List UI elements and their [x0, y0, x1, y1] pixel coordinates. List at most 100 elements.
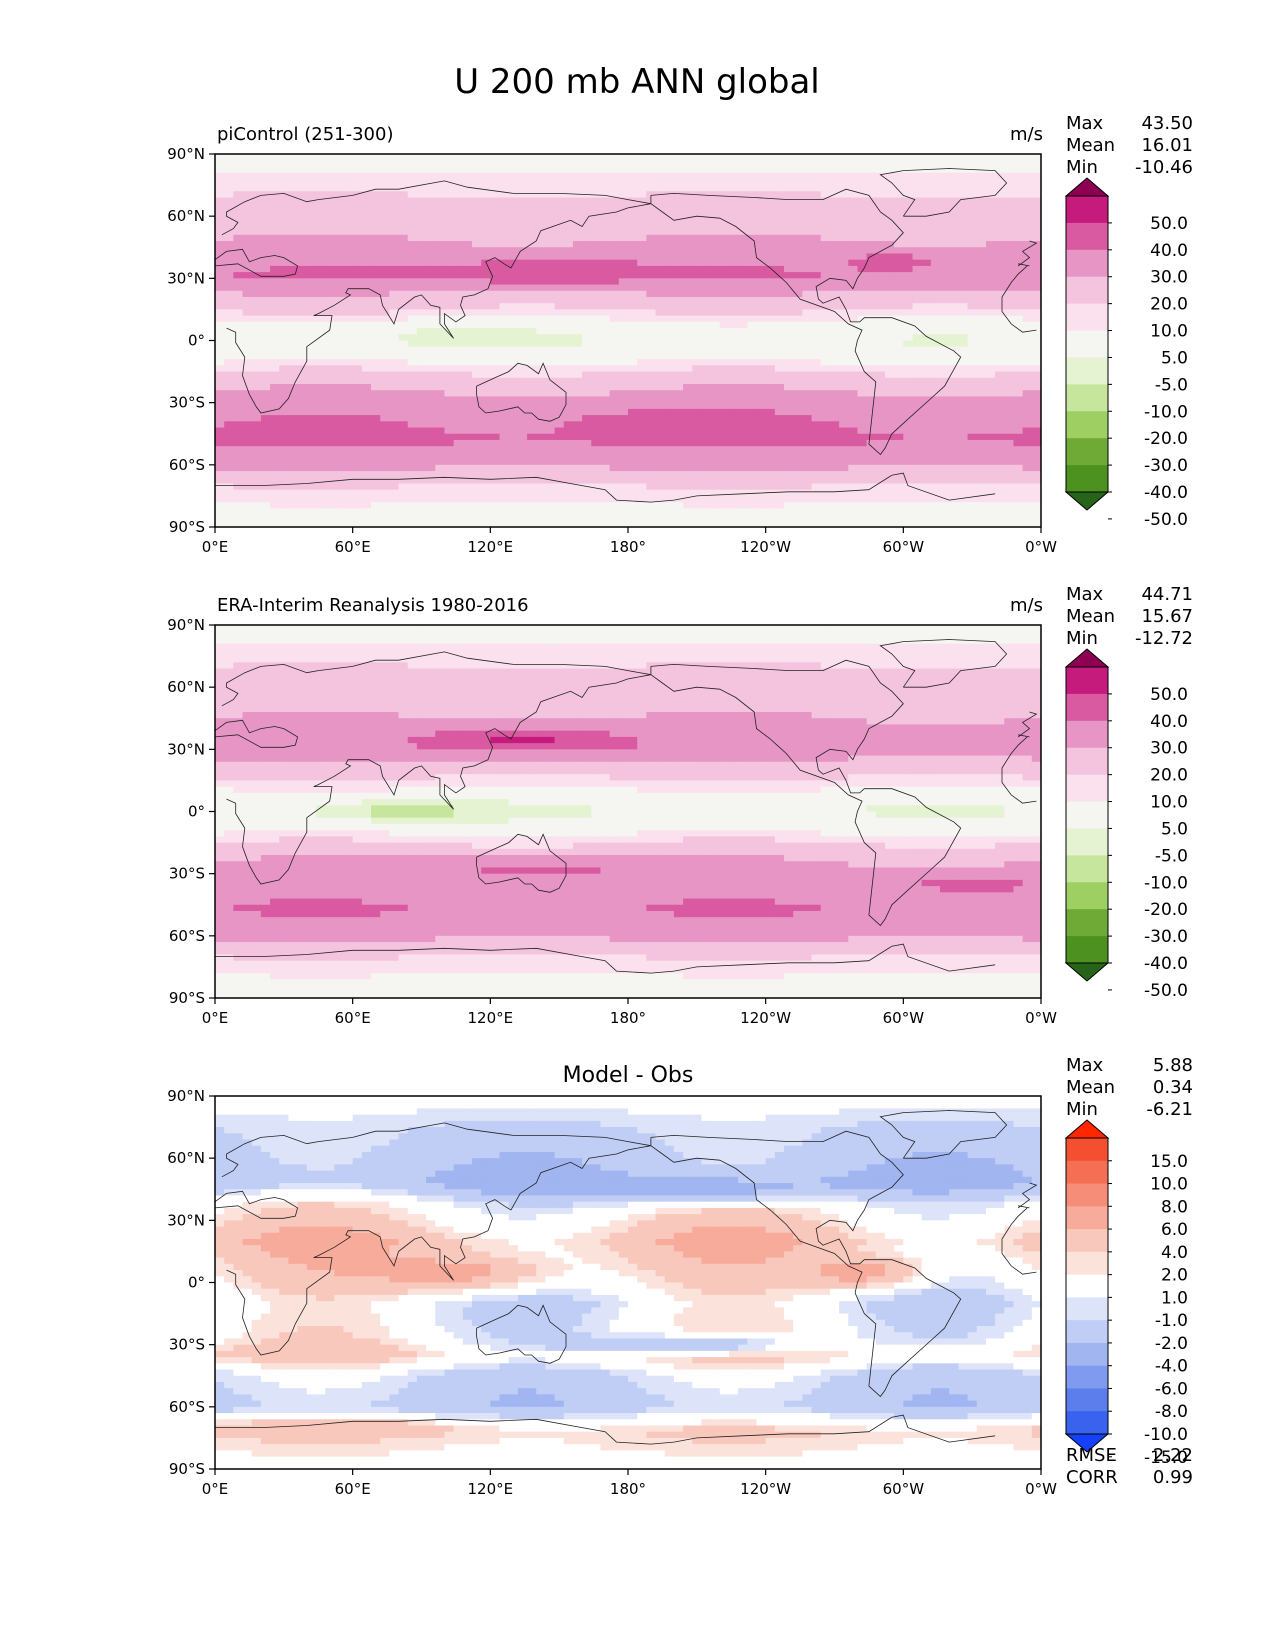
contour-cell	[398, 191, 409, 199]
contour-cell	[481, 160, 491, 168]
contour-cell	[251, 340, 262, 348]
contour-cell	[398, 303, 409, 311]
contour-cell	[820, 390, 831, 398]
contour-cell	[572, 390, 583, 398]
contour-cell	[325, 402, 335, 410]
contour-cell	[215, 377, 225, 385]
contour-cell	[921, 458, 932, 466]
contour-cell	[930, 259, 941, 267]
contour-cell	[398, 328, 409, 335]
contour-cell	[444, 222, 455, 230]
contour-cell	[297, 296, 308, 304]
contour-cell	[600, 197, 611, 205]
contour-cell	[985, 477, 996, 485]
contour-cell	[407, 197, 418, 205]
contour-cell	[637, 241, 647, 248]
contour-cell	[829, 365, 840, 373]
contour-cell	[995, 452, 1005, 460]
contour-cell	[334, 253, 345, 261]
contour-cell	[545, 303, 556, 311]
contour-cell	[784, 483, 794, 491]
contour-cell	[343, 321, 354, 329]
contour-cell	[352, 371, 363, 379]
contour-cell	[536, 346, 546, 354]
contour-cell	[233, 371, 244, 379]
contour-cell	[618, 452, 629, 460]
contour-cell	[793, 209, 803, 217]
contour-cell	[774, 247, 785, 255]
contour-cell	[591, 185, 602, 192]
contour-cell	[820, 340, 831, 348]
contour-cell	[664, 371, 675, 379]
contour-cell	[215, 471, 225, 478]
contour-cell	[719, 359, 730, 366]
contour-cell	[921, 290, 932, 298]
contour-cell	[673, 203, 684, 211]
contour-cell	[903, 253, 914, 261]
contour-cell	[233, 402, 244, 410]
contour-cell	[554, 452, 565, 460]
contour-cell	[1004, 284, 1015, 292]
contour-cell	[288, 303, 299, 311]
contour-cell	[811, 402, 822, 410]
contour-cell	[692, 290, 703, 298]
contour-cell	[894, 328, 904, 335]
contour-cell	[600, 191, 611, 199]
contour-cell	[628, 415, 638, 422]
contour-cell	[215, 446, 225, 453]
contour-cell	[921, 439, 932, 447]
contour-cell	[270, 489, 280, 497]
contour-cell	[921, 396, 932, 404]
contour-cell	[765, 471, 776, 478]
contour-cell	[756, 265, 767, 273]
contour-cell	[884, 241, 895, 248]
contour-cell	[343, 402, 354, 410]
contour-cell	[637, 172, 647, 180]
contour-cell	[398, 296, 409, 304]
contour-cell	[1004, 259, 1015, 267]
contour-cell	[435, 272, 446, 279]
contour-cell	[233, 247, 244, 255]
contour-cell	[517, 234, 528, 242]
contour-cell	[756, 185, 767, 192]
contour-cell	[545, 390, 556, 398]
contour-cell	[995, 303, 1005, 311]
contour-cell	[692, 216, 703, 223]
contour-cell	[536, 452, 546, 460]
contour-cell	[1031, 483, 1041, 491]
contour-cell	[582, 471, 592, 478]
contour-cell	[563, 402, 574, 410]
contour-cell	[728, 315, 739, 323]
contour-cell	[857, 483, 868, 491]
contour-cell	[747, 340, 758, 348]
contour-cell	[1031, 191, 1041, 199]
contour-cell	[545, 489, 556, 497]
contour-cell	[655, 439, 666, 447]
contour-cell	[958, 477, 969, 485]
contour-cell	[398, 321, 409, 329]
contour-cell	[242, 402, 253, 410]
contour-cell	[343, 309, 354, 317]
contour-cell	[664, 216, 675, 223]
contour-cell	[637, 160, 647, 168]
contour-cell	[701, 209, 712, 217]
contour-cell	[582, 458, 592, 466]
contour-cell	[756, 278, 767, 286]
contour-cell	[371, 303, 381, 311]
contour-cell	[481, 452, 491, 460]
contour-cell	[747, 328, 758, 335]
contour-cell	[618, 321, 629, 329]
contour-cell	[1031, 446, 1041, 453]
contour-cell	[242, 477, 253, 485]
contour-cell	[1031, 439, 1041, 447]
contour-cell	[600, 408, 611, 416]
contour-cell	[1013, 160, 1024, 168]
contour-cell	[967, 315, 978, 323]
contour-cell	[728, 446, 739, 453]
contour-cell	[260, 439, 271, 447]
contour-cell	[930, 427, 941, 435]
contour-cell	[517, 197, 528, 205]
contour-cell	[444, 365, 455, 373]
contour-cell	[224, 415, 234, 422]
contour-cell	[270, 433, 280, 441]
